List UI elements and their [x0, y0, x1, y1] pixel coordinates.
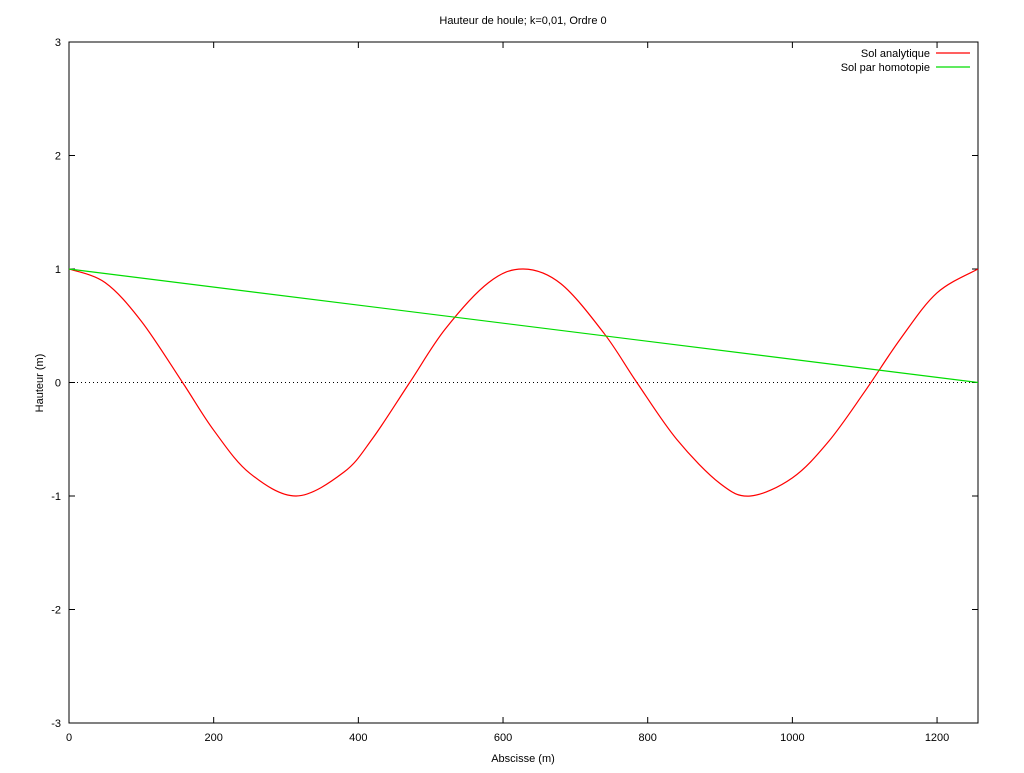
x-tick-label: 1000 [780, 732, 804, 744]
series-line-2 [68, 268, 979, 384]
chart-title: Hauteur de houle; k=0,01, Ordre 0 [439, 15, 606, 27]
legend-label: Sol par homotopie [841, 62, 930, 74]
y-tick-label: 1 [55, 264, 61, 276]
y-tick-label: -3 [51, 718, 61, 730]
legend: Sol analytique Sol par homotopie [841, 48, 970, 74]
x-tick-label: 600 [494, 732, 512, 744]
x-tick-label: 0 [66, 732, 72, 744]
y-tick-label: 3 [55, 37, 61, 49]
y-tick-label: -1 [51, 491, 61, 503]
y-tick-label: 2 [55, 151, 61, 163]
x-axis-label: Abscisse (m) [491, 753, 555, 765]
legend-label: Sol analytique [861, 48, 930, 60]
y-axis-label: Hauteur (m) [34, 354, 46, 413]
x-tick-label: 800 [639, 732, 657, 744]
x-tick-label: 400 [349, 732, 367, 744]
x-tick-label: 1200 [925, 732, 949, 744]
series-line-1 [68, 268, 979, 497]
plot-area: 0 200 400 600 800 1000 1200 -3 -2 -1 0 1 2 3 [51, 37, 979, 744]
x-tick-label: 200 [204, 732, 222, 744]
y-tick-label: -2 [51, 605, 61, 617]
y-tick-label: 0 [55, 378, 61, 390]
